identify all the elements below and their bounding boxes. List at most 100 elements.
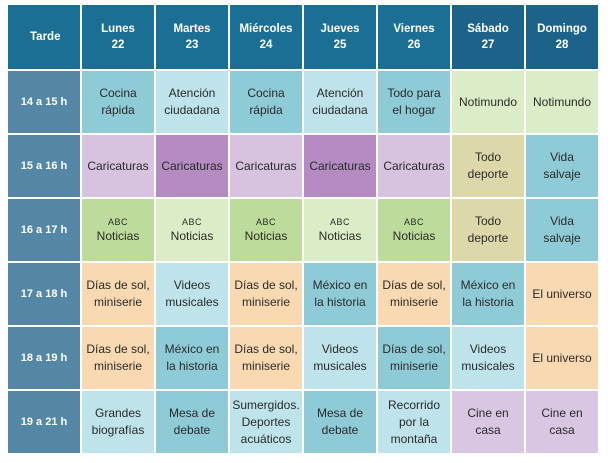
program-cell: México en la historia [452,263,524,325]
program-title: el hogar [392,103,436,117]
program-cell: Cocina rápida [82,71,154,133]
program-title: por la [398,414,430,429]
program-title: Videos [173,278,211,292]
day-date: 28 [555,39,569,51]
day-header-martes: Martes 23 [156,5,228,69]
program-title: Caricaturas [161,158,223,173]
program-title: ciudadana [164,103,220,117]
program-cell: Mesa de debate [156,391,228,453]
program-title: deporte [467,231,509,245]
time-slot: 15 a 16 h [8,135,80,197]
program-cell: Cocina rápida [230,71,302,133]
day-name: Lunes [101,23,135,35]
program-cell: Caricaturas [156,135,228,197]
program-cell: Mesa de debate [304,391,376,453]
program-title: Atención [168,86,216,100]
program-title: Noticias [96,228,140,243]
time-label: 16 a 17 h [20,223,68,236]
channel-tag: ABC [329,216,350,227]
program-title: Mesa de [316,406,364,420]
time-label: 18 a 19 h [20,351,68,364]
program-title: miniserie [93,359,142,373]
time-slot: 16 a 17 h [8,199,80,261]
program-title: Cocina [247,86,285,100]
day-date: 25 [333,39,347,51]
program-cell: ABC Noticias [304,199,376,261]
program-cell: Cine en casa [452,391,524,453]
tv-schedule-table: Tarde Lunes 22 Martes 23 Miércoles 24 Jueve… [8,5,598,453]
time-label: 14 a 15 h [20,95,68,108]
program-cell: Días de sol, miniserie [82,327,154,389]
program-title: Videos [469,342,507,356]
program-cell: Días de sol, miniserie [230,263,302,325]
program-title: Noticias [244,228,288,243]
day-header-miercoles: Miércoles 24 [230,5,302,69]
program-cell: ABC Noticias [156,199,228,261]
program-title: rápida [101,103,135,117]
program-cell: Caricaturas [230,135,302,197]
day-name: Martes [173,23,211,35]
program-title: miniserie [241,295,290,309]
program-cell: Todo deporte [452,135,524,197]
program-title: montaña [390,431,438,446]
channel-tag: ABC [255,216,276,227]
program-title: Cine en [541,406,583,420]
day-date: 23 [185,39,199,51]
program-cell: Videos musicales [304,327,376,389]
program-title: Deportes [241,414,291,429]
program-title: la historia [166,359,218,373]
program-cell: Caricaturas [304,135,376,197]
program-cell: Videos musicales [156,263,228,325]
program-title: Días de sol, [86,278,150,292]
program-cell: ABC Noticias [378,199,450,261]
channel-tag: ABC [181,216,202,227]
program-cell: Videos musicales [452,327,524,389]
corner-label: Tarde [30,31,61,43]
channel-tag: ABC [107,216,128,227]
time-slot: 18 a 19 h [8,327,80,389]
program-title: Mesa de [168,406,216,420]
program-title: musicales [313,359,367,373]
program-cell: Grandes biografías [82,391,154,453]
program-title: miniserie [389,359,438,373]
program-title: miniserie [93,295,142,309]
day-date: 27 [481,39,495,51]
program-title: salvaje [543,167,581,181]
channel-tag: ABC [403,216,424,227]
program-cell: Vida salvaje [526,199,598,261]
program-title: Cocina [99,86,137,100]
program-title: musicales [461,359,515,373]
program-title: la historia [462,295,514,309]
program-title: Noticias [318,228,362,243]
program-cell: ABC Noticias [230,199,302,261]
program-cell: Recorrido por la montaña [378,391,450,453]
program-title: Noticias [170,228,214,243]
program-cell: Días de sol, miniserie [378,263,450,325]
time-slot: 17 a 18 h [8,263,80,325]
program-title: Caricaturas [309,158,371,173]
program-title: Caricaturas [87,158,149,173]
program-title: Todo [474,150,502,164]
day-name: Viernes [393,23,435,35]
program-title: casa [475,423,501,437]
day-name: Miércoles [239,23,293,35]
program-title: Días de sol, [234,342,298,356]
time-slot: 14 a 15 h [8,71,80,133]
program-title: México en [312,278,368,292]
program-cell: Todo deporte [452,199,524,261]
program-cell: Días de sol, miniserie [230,327,302,389]
program-cell: El universo [526,327,598,389]
program-title: debate [321,423,359,437]
program-title: México en [460,278,516,292]
day-name: Jueves [320,23,360,35]
program-cell: Todo para el hogar [378,71,450,133]
program-title: México en [164,342,220,356]
time-label: 15 a 16 h [20,159,68,172]
day-name: Sábado [467,23,509,35]
program-title: Días de sol, [234,278,298,292]
program-title: casa [549,423,575,437]
program-title: El universo [532,286,592,301]
program-cell: México en la historia [156,327,228,389]
program-cell: Caricaturas [82,135,154,197]
time-label: 17 a 18 h [20,287,68,300]
